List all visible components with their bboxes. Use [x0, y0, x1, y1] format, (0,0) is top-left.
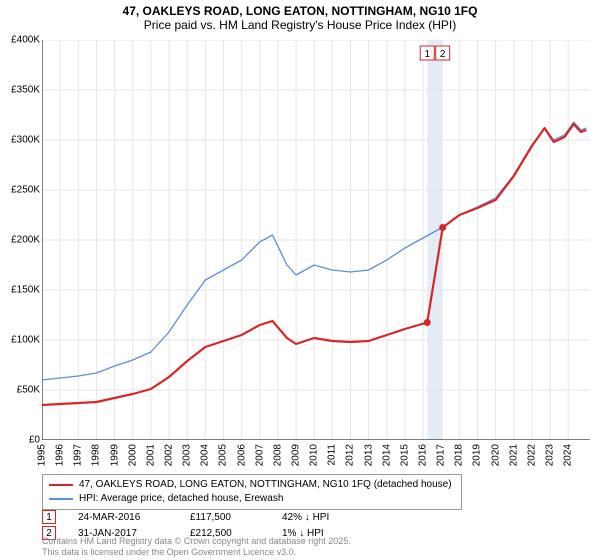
- x-tick-label: 2007: [254, 444, 265, 466]
- x-tick-label: 2002: [164, 444, 175, 466]
- title-line1: 47, OAKLEYS ROAD, LONG EATON, NOTTINGHAM…: [0, 4, 600, 18]
- x-tick-label: 2016: [418, 444, 429, 466]
- x-tick-label: 1999: [109, 444, 120, 466]
- chart-svg: 12: [42, 40, 590, 440]
- x-tick-label: 2005: [218, 444, 229, 466]
- legend-label: 47, OAKLEYS ROAD, LONG EATON, NOTTINGHAM…: [79, 478, 452, 492]
- x-tick-label: 2010: [309, 444, 320, 466]
- x-tick-label: 2021: [508, 444, 519, 466]
- plot-area: 12: [42, 40, 590, 440]
- x-tick-label: 2020: [490, 444, 501, 466]
- x-tick-label: 2018: [454, 444, 465, 466]
- y-tick-label: £50K: [17, 385, 40, 396]
- event-row: 1 24-MAR-2016 £117,500 42% ↓ HPI: [42, 510, 372, 524]
- legend-item: 47, OAKLEYS ROAD, LONG EATON, NOTTINGHAM…: [49, 478, 455, 492]
- x-tick-label: 2004: [200, 444, 211, 466]
- y-tick-label: £250K: [11, 185, 40, 196]
- x-tick-label: 2006: [236, 444, 247, 466]
- x-tick-label: 2017: [436, 444, 447, 466]
- x-axis: 1995199619971998199920002001200220032004…: [42, 440, 590, 470]
- chart-container: 47, OAKLEYS ROAD, LONG EATON, NOTTINGHAM…: [0, 0, 600, 560]
- x-tick-label: 2015: [399, 444, 410, 466]
- event-date: 24-MAR-2016: [78, 512, 168, 523]
- attribution: Contains HM Land Registry data © Crown c…: [42, 536, 351, 558]
- x-tick-label: 2011: [327, 444, 338, 466]
- y-tick-label: £400K: [11, 35, 40, 46]
- x-tick-label: 2022: [526, 444, 537, 466]
- legend-swatch: [49, 498, 73, 499]
- y-tick-label: £350K: [11, 85, 40, 96]
- chart-title: 47, OAKLEYS ROAD, LONG EATON, NOTTINGHAM…: [0, 0, 600, 32]
- x-tick-label: 1997: [73, 444, 84, 466]
- attribution-line1: Contains HM Land Registry data © Crown c…: [42, 536, 351, 547]
- x-tick-label: 2003: [182, 444, 193, 466]
- svg-text:1: 1: [424, 49, 430, 60]
- x-tick-label: 2019: [472, 444, 483, 466]
- y-tick-label: £300K: [11, 135, 40, 146]
- event-marker-box: 1: [42, 510, 56, 524]
- x-tick-label: 2024: [563, 444, 574, 466]
- x-tick-label: 2008: [272, 444, 283, 466]
- x-tick-label: 2023: [545, 444, 556, 466]
- event-price: £117,500: [190, 512, 260, 523]
- event-pct: 42% ↓ HPI: [282, 512, 372, 523]
- legend-swatch: [49, 484, 73, 486]
- svg-text:2: 2: [440, 49, 446, 60]
- y-tick-label: £150K: [11, 285, 40, 296]
- title-line2: Price paid vs. HM Land Registry's House …: [0, 18, 600, 32]
- x-tick-label: 2009: [291, 444, 302, 466]
- x-tick-label: 1995: [37, 444, 48, 466]
- attribution-line2: This data is licensed under the Open Gov…: [42, 547, 351, 558]
- y-tick-label: £100K: [11, 335, 40, 346]
- x-tick-label: 2014: [381, 444, 392, 466]
- x-tick-label: 1998: [91, 444, 102, 466]
- x-tick-label: 2001: [145, 444, 156, 466]
- x-tick-label: 2012: [345, 444, 356, 466]
- x-tick-label: 1996: [55, 444, 66, 466]
- legend-label: HPI: Average price, detached house, Erew…: [79, 492, 283, 506]
- x-tick-label: 2013: [363, 444, 374, 466]
- legend: 47, OAKLEYS ROAD, LONG EATON, NOTTINGHAM…: [42, 474, 462, 510]
- y-tick-label: £200K: [11, 235, 40, 246]
- x-tick-label: 2000: [127, 444, 138, 466]
- legend-item: HPI: Average price, detached house, Erew…: [49, 492, 455, 506]
- y-axis: £0£50K£100K£150K£200K£250K£300K£350K£400…: [0, 40, 42, 440]
